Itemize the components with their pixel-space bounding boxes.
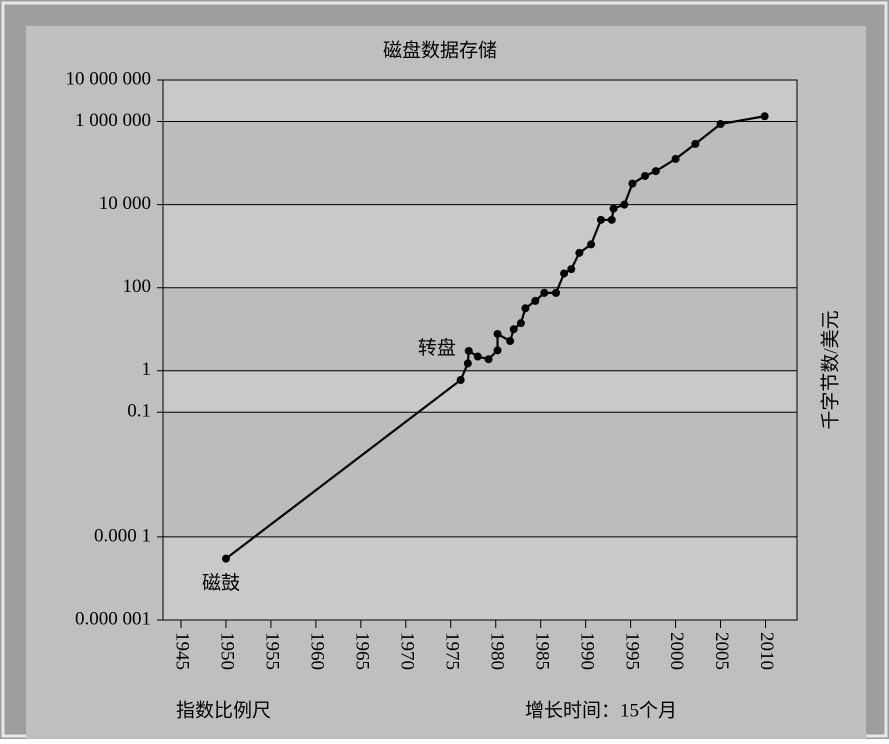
data-point (473, 352, 482, 361)
x-tick-label: 1980 (486, 632, 507, 670)
x-tick-label: 1955 (262, 632, 283, 670)
y-tick-label: 0.1 (127, 401, 151, 422)
y-tick-label: 1 000 000 (75, 110, 151, 131)
x-tick-label: 1995 (621, 632, 642, 670)
x-tick-label: 2010 (756, 632, 777, 670)
scale-note: 指数比例尺 (176, 699, 271, 721)
y-tick-label: 10 000 (99, 193, 151, 214)
band (163, 80, 797, 122)
data-point (671, 154, 680, 163)
data-point (540, 288, 549, 297)
x-tick-label: 2005 (711, 632, 732, 670)
data-point (456, 375, 465, 384)
x-tick-label: 1970 (396, 632, 417, 670)
band (163, 536, 797, 620)
x-tick-label: 1990 (576, 632, 597, 670)
data-point (609, 204, 618, 213)
data-point (587, 240, 596, 249)
data-point (628, 179, 637, 188)
x-tick-label: 2000 (666, 632, 687, 670)
data-point (493, 329, 502, 338)
data-point (567, 265, 576, 274)
x-tick-label: 1945 (172, 632, 193, 670)
plot-border (162, 79, 798, 621)
growth-note: 增长时间：15个月 (525, 699, 677, 721)
data-point (551, 288, 560, 297)
data-point (560, 269, 569, 278)
annotation: 转盘 (418, 337, 456, 359)
data-point (509, 325, 518, 334)
data-point (464, 346, 473, 355)
x-tick-label: 1960 (307, 632, 328, 670)
band (163, 204, 797, 288)
data-point (620, 200, 629, 209)
x-tick-label: 1985 (531, 632, 552, 670)
y-tick-label: 1 (142, 359, 152, 380)
data-point (521, 304, 530, 313)
y-tick-label: 10 000 000 (66, 68, 152, 89)
y-tick-label: 0.000 1 (94, 525, 151, 546)
data-point (531, 296, 540, 305)
x-tick-label: 1965 (351, 632, 372, 670)
data-point (516, 319, 525, 328)
data-point (596, 215, 605, 224)
data-point (575, 248, 584, 257)
x-tick-label: 1975 (441, 632, 462, 670)
data-point (716, 120, 725, 129)
y-tick-label: 100 (123, 276, 152, 297)
band (163, 370, 797, 413)
chart-title: 磁盘数据存储 (383, 39, 497, 61)
data-point (463, 359, 472, 368)
x-tick-label: 1950 (217, 632, 238, 670)
data-point (651, 167, 660, 176)
data-point (493, 346, 502, 355)
data-point (506, 337, 515, 346)
y-tick-label: 0.000 001 (75, 608, 151, 629)
data-point (641, 171, 650, 180)
y-axis-label: 千字节数/美元 (819, 310, 841, 429)
data-point (760, 112, 769, 121)
band (163, 412, 797, 537)
data-point (691, 139, 700, 148)
annotation: 磁鼓 (202, 572, 240, 594)
data-point (221, 554, 230, 563)
data-point (484, 355, 493, 364)
data-point (607, 215, 616, 224)
band (163, 121, 797, 205)
